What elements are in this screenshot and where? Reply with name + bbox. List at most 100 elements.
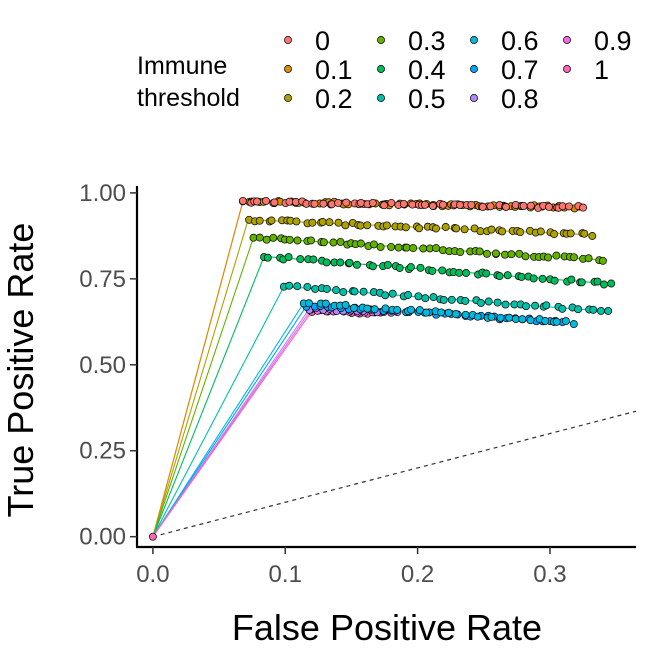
series-line-0.8 [152, 308, 398, 537]
point-0.4 [538, 274, 547, 283]
point-0.5 [447, 295, 456, 304]
y-axis-title: True Positive Rate [0, 223, 41, 518]
point-0.4 [322, 258, 331, 267]
point-0.4 [296, 255, 305, 264]
point-0.3 [570, 253, 578, 262]
legend-key-dot [563, 36, 571, 44]
point-0.3 [307, 236, 315, 245]
legend-keys: 00.10.2 0.30.40.5 0.60.70.8 0.91 [284, 26, 632, 114]
point-0.3 [483, 249, 491, 258]
point-0.4 [353, 260, 361, 269]
point-0.2 [432, 224, 440, 233]
point-0.6 [511, 315, 520, 323]
point-0.3 [255, 233, 264, 242]
point-0.6 [437, 308, 446, 317]
point-0 [342, 198, 351, 207]
x-axis-title: False Positive Rate [232, 607, 542, 648]
point-0.3 [369, 240, 378, 249]
point-0.6 [505, 313, 514, 322]
y-tick-label: 0.25 [79, 438, 126, 465]
point-0.5 [597, 306, 605, 315]
point-0.5 [311, 284, 320, 293]
point-0.4 [455, 268, 464, 277]
legend-item-label: 0.5 [408, 84, 446, 114]
point-0.2 [308, 218, 317, 227]
legend-item-0: 0 [284, 26, 330, 56]
plot-area [148, 196, 636, 541]
reference-diagonal-line [152, 410, 636, 538]
legend-item-0.6: 0.6 [470, 26, 539, 56]
series-line-0.6 [152, 302, 574, 537]
series-points [148, 196, 616, 541]
point-0.5 [381, 291, 390, 300]
point-0.3 [456, 248, 465, 257]
point-0.6 [526, 316, 535, 325]
point-0.3 [329, 238, 338, 247]
y-tick-label: 0.00 [79, 524, 126, 551]
point-0.4 [336, 258, 345, 267]
point-0.5 [421, 294, 430, 303]
point-0 [486, 202, 495, 211]
point-0.4 [263, 253, 272, 262]
point-0.3 [409, 244, 418, 253]
point-0.3 [356, 239, 365, 248]
point-0.5 [350, 287, 359, 296]
point-0.4 [438, 266, 447, 275]
point-0.3 [584, 254, 593, 263]
series-line-0.4 [152, 255, 613, 537]
point-0 [519, 201, 528, 210]
legend-item-label: 0.9 [594, 26, 632, 56]
point-0 [327, 200, 336, 209]
point-0.4 [503, 271, 512, 280]
origin-point [148, 532, 157, 541]
point-0.4 [416, 263, 425, 272]
point-0.4 [428, 266, 437, 275]
legend-key-dot [563, 65, 571, 73]
point-0.2 [382, 221, 391, 230]
point-0.5 [604, 306, 613, 315]
legend-item-0.5: 0.5 [377, 84, 446, 114]
legend-key-dot [284, 94, 292, 102]
series-line-0.7 [152, 305, 564, 537]
legend-title: Immune threshold [137, 52, 240, 112]
point-0 [270, 198, 279, 207]
legend-item-label: 0.6 [501, 26, 539, 56]
point-0.5 [476, 298, 485, 307]
point-0.2 [487, 225, 496, 234]
legend-item-label: 0.7 [501, 55, 539, 85]
point-0.3 [552, 251, 561, 260]
point-0.6 [422, 308, 431, 317]
point-0.6 [363, 304, 372, 313]
point-0 [428, 202, 437, 210]
x-tick-label: 0.1 [269, 561, 302, 588]
legend-item-0.1: 0.1 [284, 55, 353, 85]
point-0.4 [600, 280, 608, 289]
y-tick-label: 1.00 [79, 180, 126, 207]
point-0.5 [285, 281, 294, 290]
legend-title-line-1: Immune [137, 52, 227, 80]
point-0.6 [381, 304, 390, 313]
point-0.3 [376, 243, 385, 252]
point-0.2 [363, 221, 372, 230]
point-0.3 [544, 253, 553, 262]
point-0.5 [429, 293, 438, 302]
point-0.4 [368, 262, 377, 271]
point-0.5 [303, 282, 312, 291]
point-0.2 [356, 221, 365, 230]
point-0 [545, 202, 553, 211]
point-0.5 [322, 284, 331, 293]
point-0.6 [305, 299, 313, 308]
point-0.5 [493, 298, 502, 307]
legend-title-line-2: threshold [137, 84, 240, 112]
legend-key-dot [470, 94, 478, 102]
legend-item-1: 1 [563, 55, 609, 85]
point-0 [399, 199, 408, 208]
point-0.3 [293, 236, 302, 245]
legend-key-dot [470, 65, 478, 73]
x-axis-ticks: 0.0 0.1 0.2 0.3 [136, 547, 567, 588]
point-0 [380, 201, 389, 210]
legend-key-dot [377, 36, 385, 44]
point-0.6 [393, 305, 402, 314]
point-0.4 [607, 279, 616, 288]
